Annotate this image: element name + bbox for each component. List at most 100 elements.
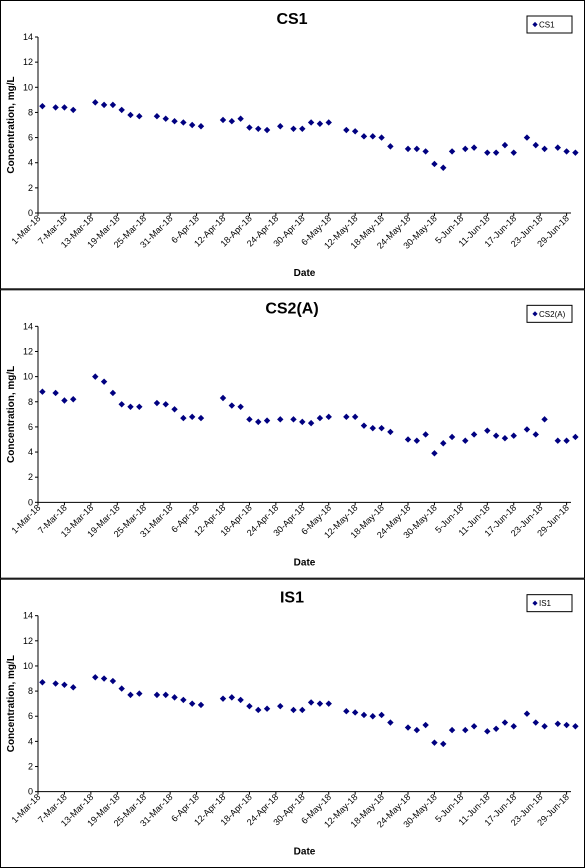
data-point [510, 432, 517, 439]
y-tick-label: 8 [28, 397, 33, 407]
data-point [440, 164, 447, 171]
data-point [378, 134, 385, 141]
data-point [440, 440, 447, 447]
data-point [307, 419, 315, 427]
data-point [572, 433, 579, 441]
data-point [325, 119, 332, 126]
data-point [554, 437, 561, 444]
legend-label: IS1 [539, 599, 552, 608]
data-point [554, 720, 561, 727]
data-point [228, 402, 236, 409]
data-point [572, 149, 579, 156]
data-point [246, 416, 253, 423]
data-point [299, 125, 306, 132]
data-point [219, 394, 227, 402]
data-point [532, 141, 539, 149]
legend-box [526, 594, 573, 613]
y-tick-label: 10 [23, 372, 33, 382]
data-point [492, 725, 500, 733]
data-point [369, 424, 376, 432]
data-point [197, 123, 205, 130]
legend: IS1 [526, 594, 573, 613]
y-tick-label: 10 [23, 661, 33, 671]
data-point [572, 723, 579, 730]
data-point [440, 740, 447, 748]
data-point [541, 416, 548, 423]
y-tick-label: 0 [28, 787, 33, 797]
data-point [188, 413, 196, 421]
chart-frame [0, 0, 585, 290]
data-point [422, 721, 429, 729]
data-point [127, 691, 134, 699]
data-point [307, 699, 315, 706]
legend-marker [532, 311, 538, 317]
data-point [255, 706, 262, 714]
data-point [563, 437, 570, 444]
data-point [470, 431, 478, 438]
data-point [39, 102, 46, 110]
data-point [61, 104, 68, 111]
data-point [136, 690, 143, 697]
data-point [153, 113, 161, 120]
data-point [343, 708, 350, 715]
data-point [431, 739, 438, 746]
data-point [188, 121, 196, 129]
data-point [153, 399, 161, 407]
data-point [246, 124, 253, 131]
data-point [413, 145, 421, 153]
y-tick-label: 4 [28, 736, 33, 746]
data-point [404, 145, 412, 153]
data-point [404, 724, 412, 731]
data-point [523, 710, 531, 717]
data-point [219, 695, 227, 702]
data-point [360, 711, 368, 719]
x-axis-label: Date [294, 268, 316, 279]
data-point [109, 389, 117, 397]
data-point [277, 123, 284, 130]
data-point [541, 145, 548, 153]
data-point [523, 426, 531, 433]
data-point [100, 101, 108, 109]
data-point [61, 681, 68, 689]
y-tick-label: 10 [23, 82, 33, 92]
data-point [448, 148, 456, 155]
data-point [360, 422, 368, 429]
data-point [492, 432, 500, 439]
y-tick-label: 4 [28, 158, 33, 168]
data-point [343, 126, 350, 134]
data-point [228, 694, 236, 701]
data-point [92, 674, 99, 681]
data-point [136, 403, 143, 410]
chart-frame [0, 289, 585, 579]
data-point [127, 403, 134, 410]
data-point [70, 396, 77, 403]
data-point [325, 413, 332, 421]
y-tick-label: 14 [23, 611, 33, 621]
y-tick-label: 0 [28, 208, 33, 218]
series-CS1 [39, 99, 579, 171]
y-tick-label: 12 [23, 636, 33, 646]
data-point [492, 149, 500, 156]
data-point [387, 719, 394, 726]
y-tick-label: 14 [23, 321, 33, 331]
data-point [484, 427, 491, 434]
x-axis-label: Date [294, 847, 316, 858]
data-point [171, 694, 178, 701]
y-tick-label: 8 [28, 107, 33, 117]
data-point [92, 373, 99, 380]
data-point [290, 416, 297, 423]
data-point [92, 99, 99, 106]
data-point [431, 160, 438, 168]
data-point [162, 401, 169, 408]
data-point [100, 675, 108, 682]
data-point [316, 414, 324, 422]
data-point [378, 711, 385, 719]
y-tick-label: 2 [28, 183, 33, 193]
y-tick-label: 4 [28, 447, 33, 457]
data-point [422, 148, 429, 155]
data-point [484, 149, 491, 156]
data-point [532, 431, 539, 438]
data-point [100, 378, 108, 385]
